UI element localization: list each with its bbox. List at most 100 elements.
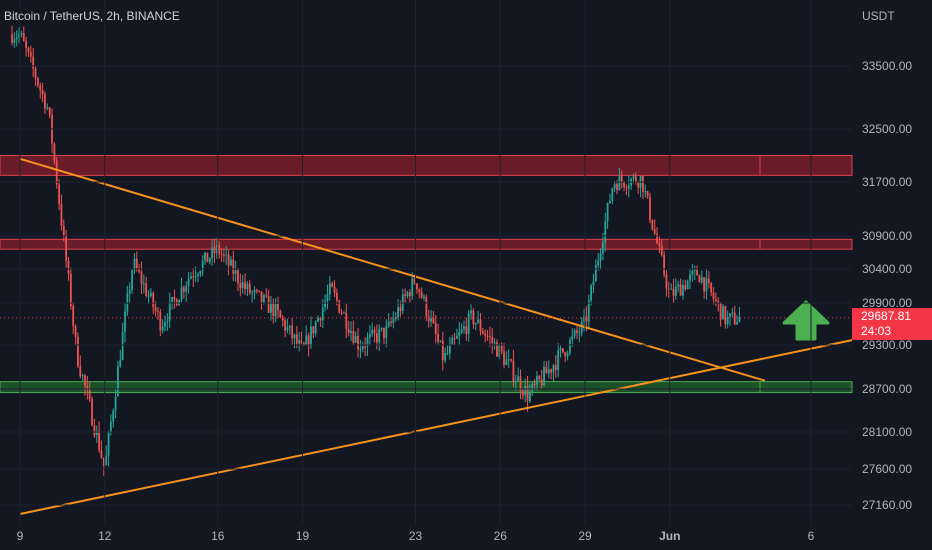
candle-body <box>580 321 583 333</box>
candle-body <box>258 290 261 292</box>
candle-body <box>206 252 209 263</box>
x-tick-label: 23 <box>409 529 423 543</box>
candle-body <box>418 289 421 292</box>
candle-body <box>361 346 364 350</box>
candle-body <box>425 296 428 317</box>
y-tick-label: 30900.00 <box>862 229 912 243</box>
candle-body <box>738 316 741 323</box>
candle-body <box>524 386 527 396</box>
candle-body <box>286 327 289 331</box>
candle-body <box>119 360 122 367</box>
candle-body <box>368 333 371 338</box>
resistance-zone <box>0 155 853 176</box>
candle-body <box>712 292 715 300</box>
candle-body <box>340 312 343 314</box>
bullish-arrow-icon <box>782 300 830 341</box>
candle-body <box>677 284 680 287</box>
ascending-trendline <box>19 339 853 515</box>
candle-body <box>260 291 263 303</box>
candle-body <box>642 176 644 192</box>
candle-body <box>378 329 381 343</box>
candle-body <box>307 335 310 347</box>
candle-body <box>93 425 96 436</box>
time-axis[interactable]: 9 12 16 19 23 26 29 Jun 6 <box>17 0 815 543</box>
x-tick-label: 6 <box>808 529 815 543</box>
candle-body <box>653 229 656 234</box>
candle-body <box>262 295 265 303</box>
candle-body <box>27 47 30 53</box>
candle-body <box>660 245 663 256</box>
candle-body <box>345 312 348 329</box>
candle-body <box>434 322 437 334</box>
candle-body <box>86 385 89 390</box>
candle-body <box>684 284 687 290</box>
candle-body <box>644 191 647 193</box>
descending-trendline <box>19 157 766 382</box>
candle-body <box>538 376 541 380</box>
candle-body <box>496 342 498 357</box>
x-tick-label: 16 <box>211 529 225 543</box>
candle-body <box>317 317 319 322</box>
candle-body <box>729 313 731 318</box>
candle-body <box>357 335 359 350</box>
candle-body <box>138 268 141 272</box>
candle-body <box>335 292 338 301</box>
candle-body <box>152 293 155 308</box>
candle-body <box>408 292 411 297</box>
x-tick-label: 12 <box>98 529 112 543</box>
candle-body <box>65 235 68 261</box>
candle-body <box>646 191 649 197</box>
candle-body <box>272 301 275 317</box>
candle-body <box>576 330 578 334</box>
candle-body <box>545 366 548 374</box>
candle-body <box>722 306 724 320</box>
candle-body <box>175 299 178 306</box>
candle-body <box>36 78 39 86</box>
candle-body <box>498 344 501 357</box>
candle-body <box>465 326 468 335</box>
candle-body <box>18 33 20 38</box>
candle-body <box>201 260 204 272</box>
candle-body <box>663 255 666 275</box>
candle-body <box>303 343 305 345</box>
candle-body <box>583 316 585 322</box>
candle-body <box>714 299 717 301</box>
candle-body <box>420 291 423 298</box>
candle-body <box>312 326 315 334</box>
candle-body <box>100 450 103 458</box>
price-axis[interactable]: 33500.00 32500.00 31700.00 30900.00 30400.00… <box>0 59 912 512</box>
candle-body <box>105 455 108 466</box>
candle-body <box>529 392 531 402</box>
candle-body <box>550 369 553 373</box>
candle-body <box>29 52 32 57</box>
candle-body <box>397 307 399 318</box>
candle-body <box>554 365 557 371</box>
y-tick-label: 28700.00 <box>862 382 912 396</box>
candle-body <box>667 288 670 290</box>
x-tick-label: 29 <box>578 529 592 543</box>
candle-body <box>300 340 303 344</box>
candle-body <box>279 310 282 318</box>
candle-body <box>371 329 374 334</box>
price-zones <box>0 155 853 394</box>
candle-body <box>251 292 254 294</box>
candle-body <box>185 285 188 292</box>
candle-body <box>411 278 414 297</box>
candle-body <box>458 332 461 336</box>
candle-body <box>112 410 115 422</box>
candle-body <box>91 399 93 426</box>
candle-body <box>107 432 110 456</box>
candle-body <box>53 143 56 161</box>
candle-body <box>154 307 157 312</box>
candle-body <box>627 185 630 189</box>
candle-body <box>698 275 701 283</box>
candle-body <box>62 225 65 236</box>
candle-body <box>218 244 221 254</box>
candle-body <box>55 160 58 185</box>
candle-body <box>117 366 119 397</box>
candle-body <box>298 340 301 344</box>
last-price-label: 29687.81 24:03 <box>852 308 932 340</box>
candle-body <box>319 317 322 321</box>
candle-body <box>34 68 37 79</box>
